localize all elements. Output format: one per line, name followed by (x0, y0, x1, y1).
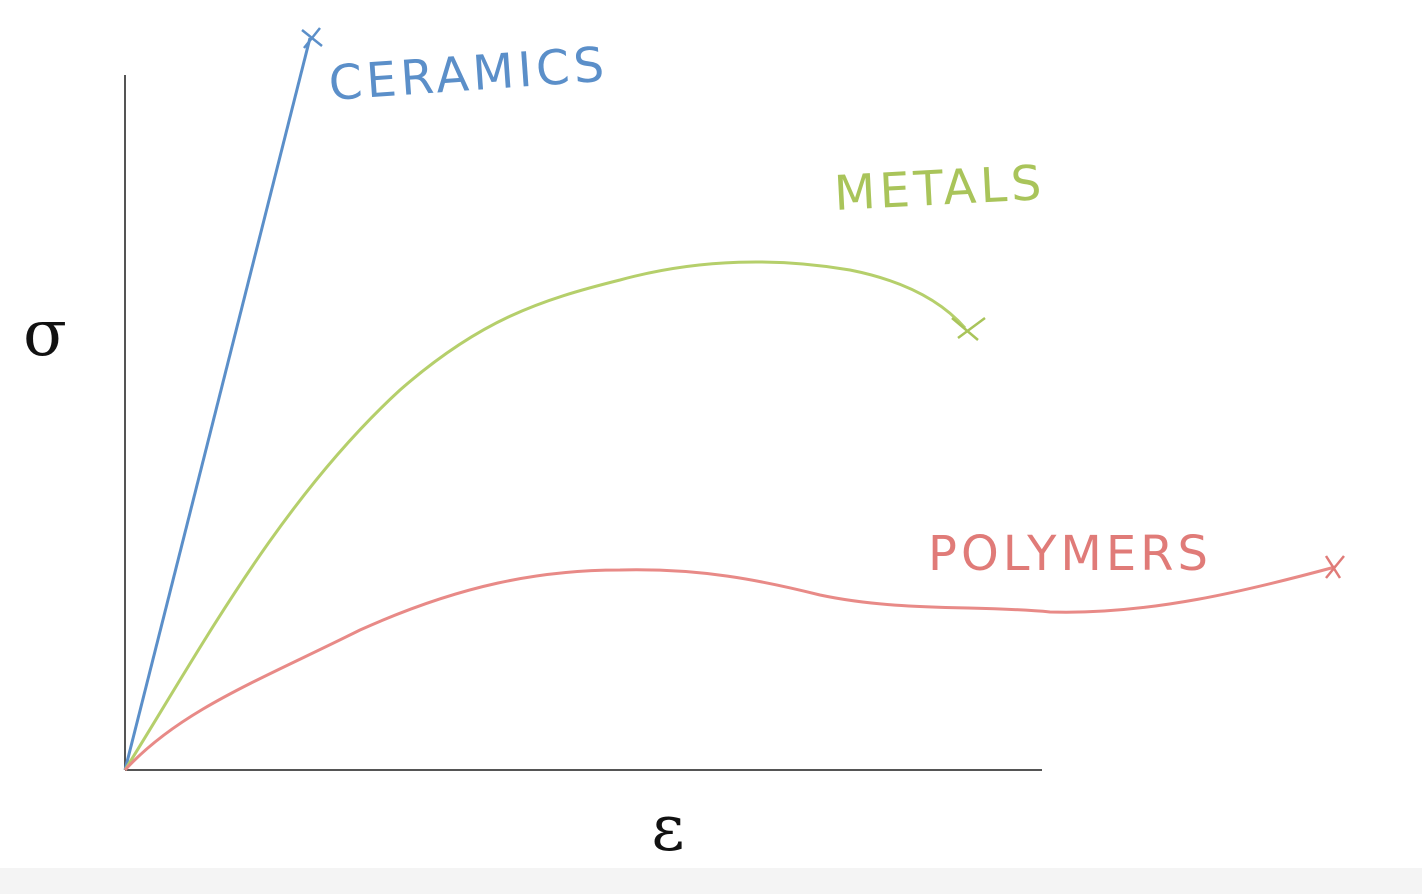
ceramics-fracture (301, 27, 323, 49)
polymers-label: POLYMERS (928, 526, 1212, 582)
metals-curve (123, 260, 967, 771)
x-axis-label: ε (651, 792, 684, 866)
y-axis-label: σ (23, 297, 67, 371)
metals-label: METALS (833, 155, 1047, 222)
ceramics-curve (123, 37, 312, 771)
metals-fracture (951, 316, 986, 341)
polymers-fracture (1324, 555, 1345, 579)
bottom-band (0, 868, 1422, 894)
polymers-curve (123, 565, 1336, 772)
